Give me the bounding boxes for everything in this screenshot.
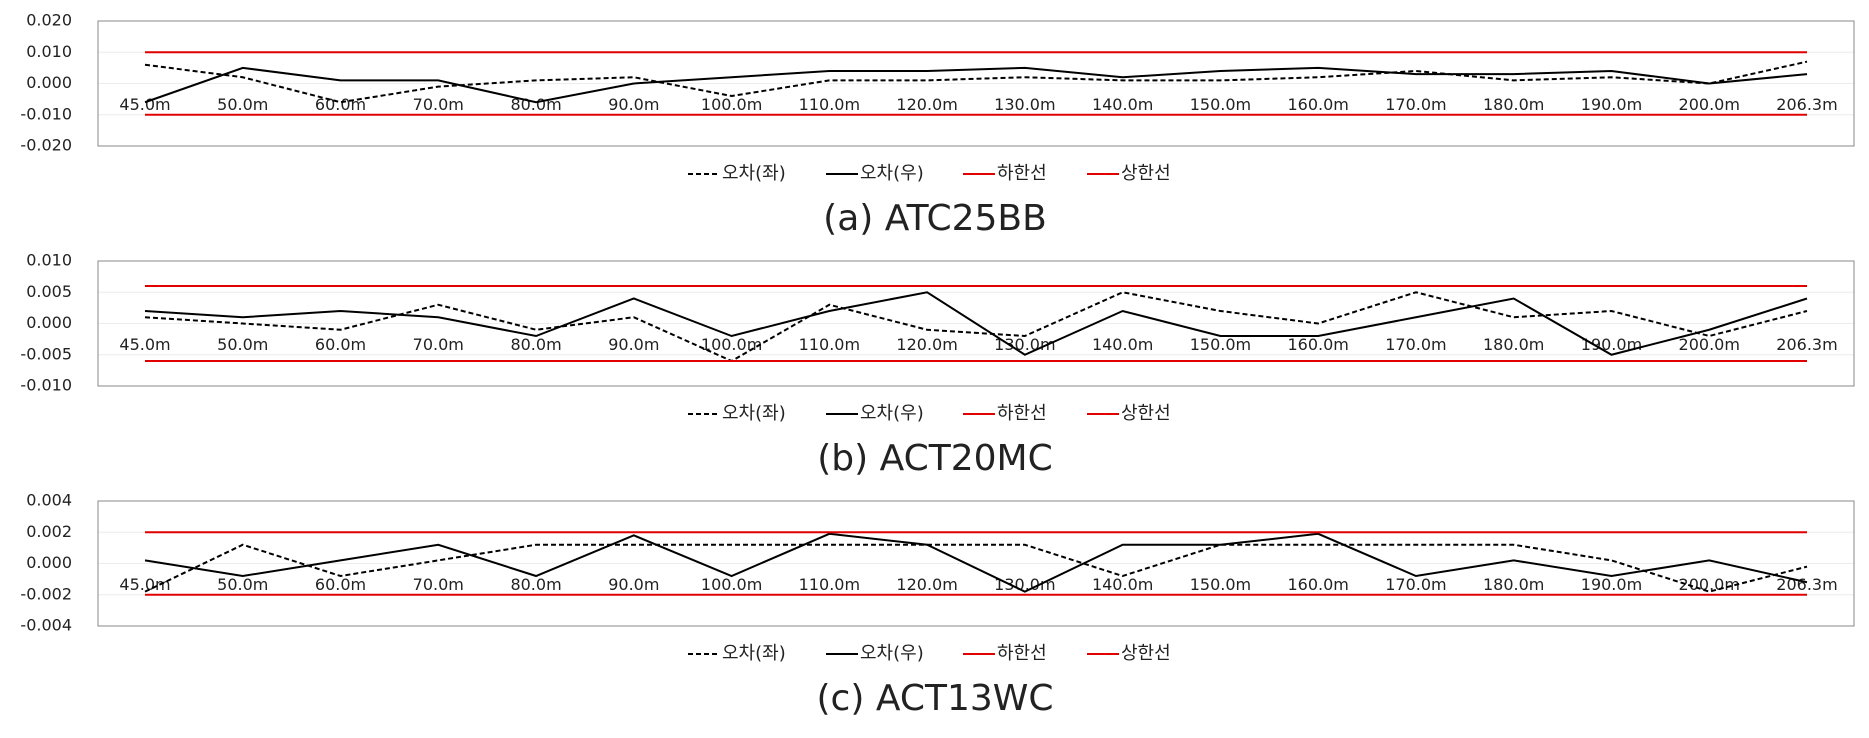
y-tick-label: -0.002 [20, 584, 72, 603]
series-line [144, 543, 1808, 593]
x-tick-label: 110.0m [799, 575, 860, 594]
y-tick-label: 0.005 [26, 282, 72, 301]
x-tick-label: 140.0m [1092, 575, 1153, 594]
legend-label: 하한선 [997, 163, 1047, 184]
x-tick-label: 150.0m [1190, 335, 1251, 354]
legend-label: 오차(우) [860, 403, 924, 424]
y-tick-label: 0.000 [26, 73, 72, 92]
legend-label: 오차(우) [860, 163, 924, 184]
x-tick-label: 180.0m [1483, 335, 1544, 354]
x-tick-label: 45.0m [119, 95, 170, 114]
y-tick-label: -0.010 [20, 104, 72, 123]
x-tick-label: 206.3m [1776, 335, 1837, 354]
chart-title: (a) ATC25BB [823, 198, 1047, 239]
x-tick-label: 160.0m [1287, 335, 1348, 354]
legend-label: 오차(좌) [722, 163, 786, 184]
x-tick-label: 100.0m [701, 335, 762, 354]
x-tick-label: 45.0m [119, 335, 170, 354]
series-line [144, 291, 1808, 356]
x-tick-label: 206.3m [1776, 95, 1837, 114]
y-tick-label: -0.010 [20, 376, 72, 395]
x-tick-label: 120.0m [896, 335, 957, 354]
y-tick-label: -0.020 [20, 136, 72, 155]
y-tick-label: 0.010 [26, 251, 72, 270]
x-tick-label: 130.0m [994, 575, 1055, 594]
y-tick-label: 0.000 [26, 313, 72, 332]
x-tick-label: 120.0m [896, 575, 957, 594]
legend-label: 상한선 [1121, 643, 1171, 664]
x-tick-label: 130.0m [994, 95, 1055, 114]
x-tick-label: 90.0m [608, 335, 659, 354]
y-tick-label: 0.010 [26, 42, 72, 61]
x-tick-label: 190.0m [1581, 335, 1642, 354]
plot-frame [97, 20, 1855, 147]
x-tick-label: 80.0m [510, 575, 561, 594]
x-tick-label: 100.0m [701, 575, 762, 594]
x-tick-label: 120.0m [896, 95, 957, 114]
legend-label: 오차(좌) [722, 403, 786, 424]
y-tick-label: 0.002 [26, 522, 72, 541]
x-tick-label: 190.0m [1581, 95, 1642, 114]
y-tick-label: -0.004 [20, 616, 72, 635]
x-tick-label: 50.0m [217, 575, 268, 594]
legend-label: 오차(우) [860, 643, 924, 664]
x-tick-label: 170.0m [1385, 95, 1446, 114]
x-tick-label: 50.0m [217, 335, 268, 354]
chart-title: (c) ACT13WC [817, 678, 1054, 719]
x-tick-label: 50.0m [217, 95, 268, 114]
chart-title: (b) ACT20MC [817, 438, 1053, 479]
y-tick-label: 0.020 [26, 11, 72, 30]
x-tick-label: 140.0m [1092, 335, 1153, 354]
x-tick-label: 160.0m [1287, 575, 1348, 594]
x-tick-label: 90.0m [608, 575, 659, 594]
x-tick-label: 170.0m [1385, 575, 1446, 594]
series-line [144, 532, 1808, 593]
x-tick-label: 80.0m [510, 335, 561, 354]
x-tick-label: 150.0m [1190, 95, 1251, 114]
x-tick-label: 160.0m [1287, 95, 1348, 114]
y-tick-label: 0.004 [26, 491, 72, 510]
x-tick-label: 150.0m [1190, 575, 1251, 594]
x-tick-label: 100.0m [701, 95, 762, 114]
x-tick-label: 180.0m [1483, 575, 1544, 594]
plot-frame [97, 260, 1855, 387]
x-tick-label: 70.0m [413, 575, 464, 594]
legend-label: 오차(좌) [722, 643, 786, 664]
x-tick-label: 190.0m [1581, 575, 1642, 594]
x-tick-label: 200.0m [1679, 335, 1740, 354]
x-tick-label: 170.0m [1385, 335, 1446, 354]
x-tick-label: 200.0m [1679, 95, 1740, 114]
x-tick-label: 45.0m [119, 575, 170, 594]
x-tick-label: 110.0m [799, 95, 860, 114]
x-tick-label: 70.0m [413, 335, 464, 354]
y-tick-label: 0.000 [26, 553, 72, 572]
x-tick-label: 200.0m [1679, 575, 1740, 594]
x-tick-label: 110.0m [799, 335, 860, 354]
y-tick-label: -0.005 [20, 344, 72, 363]
x-tick-label: 140.0m [1092, 95, 1153, 114]
x-tick-label: 70.0m [413, 95, 464, 114]
series-line [144, 66, 1808, 104]
x-tick-label: 60.0m [315, 95, 366, 114]
series-line [144, 60, 1808, 104]
legend-label: 하한선 [997, 403, 1047, 424]
x-tick-label: 180.0m [1483, 95, 1544, 114]
legend-label: 하한선 [997, 643, 1047, 664]
legend-label: 상한선 [1121, 163, 1171, 184]
x-tick-label: 60.0m [315, 335, 366, 354]
x-tick-label: 60.0m [315, 575, 366, 594]
x-tick-label: 130.0m [994, 335, 1055, 354]
plot-frame [97, 500, 1855, 627]
series-line [144, 291, 1808, 363]
legend-label: 상한선 [1121, 403, 1171, 424]
x-tick-label: 90.0m [608, 95, 659, 114]
